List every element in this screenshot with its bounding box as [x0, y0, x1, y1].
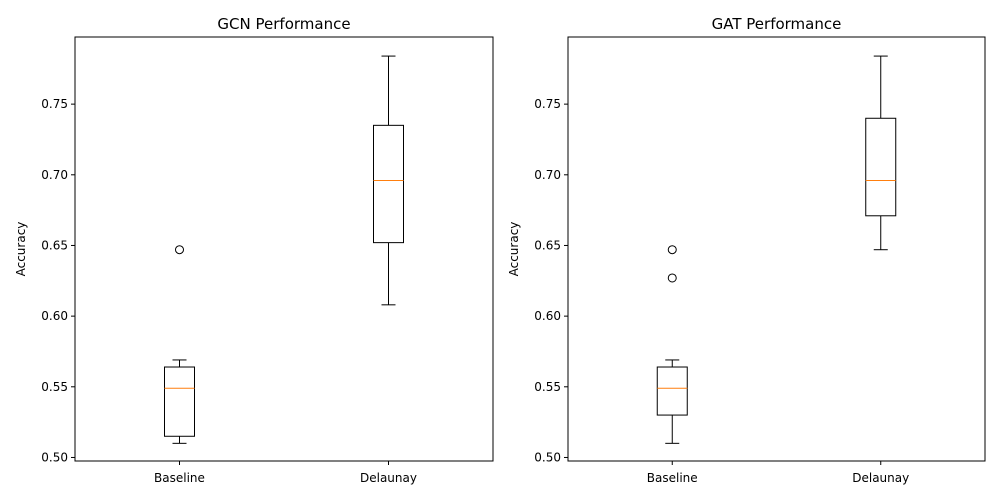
- chart-1-box-baseline-iqr: [164, 366, 195, 437]
- chart-1-axes-frame: [74, 36, 494, 462]
- chart-2-y-tick-label: 0.70: [534, 168, 561, 182]
- chart-2-y-tick-label: 0.75: [534, 97, 561, 111]
- chart-1-y-tick-label: 0.55: [41, 380, 68, 394]
- chart-1-x-tick-label: Delaunay: [360, 471, 417, 485]
- chart-2-x-tick-label: Baseline: [647, 471, 698, 485]
- chart-1-box-baseline-outlier: [175, 245, 184, 255]
- chart-2-box-delaunay-iqr: [865, 117, 897, 217]
- chart-2-box-baseline-outlier: [667, 273, 677, 283]
- chart-1-box-delaunay-iqr: [373, 124, 404, 244]
- chart-1-y-tick-label: 0.60: [41, 309, 68, 323]
- chart-1-y-tick-label: 0.65: [41, 238, 68, 252]
- chart-2-box-baseline-iqr: [656, 366, 688, 416]
- chart-1-y-axis-label: Accuracy: [14, 222, 28, 277]
- chart-2-x-tick-label: Delaunay: [852, 471, 909, 485]
- chart-1-x-tick-label: Baseline: [154, 471, 205, 485]
- chart-1-y-tick-label: 0.75: [41, 97, 68, 111]
- chart-2-box-baseline-outlier: [667, 245, 677, 255]
- chart-2-y-tick-label: 0.50: [534, 450, 561, 464]
- chart-2-y-tick-label: 0.65: [534, 238, 561, 252]
- chart-1-y-tick-label: 0.50: [41, 450, 68, 464]
- chart-2-title: GAT Performance: [712, 15, 842, 33]
- chart-1-title: GCN Performance: [217, 15, 350, 33]
- chart-2-y-axis-label: Accuracy: [507, 222, 521, 277]
- chart-1-y-tick-label: 0.70: [41, 168, 68, 182]
- chart-2-axes-frame: [567, 36, 986, 462]
- chart-2-y-tick-label: 0.55: [534, 380, 561, 394]
- chart-2-y-tick-label: 0.60: [534, 309, 561, 323]
